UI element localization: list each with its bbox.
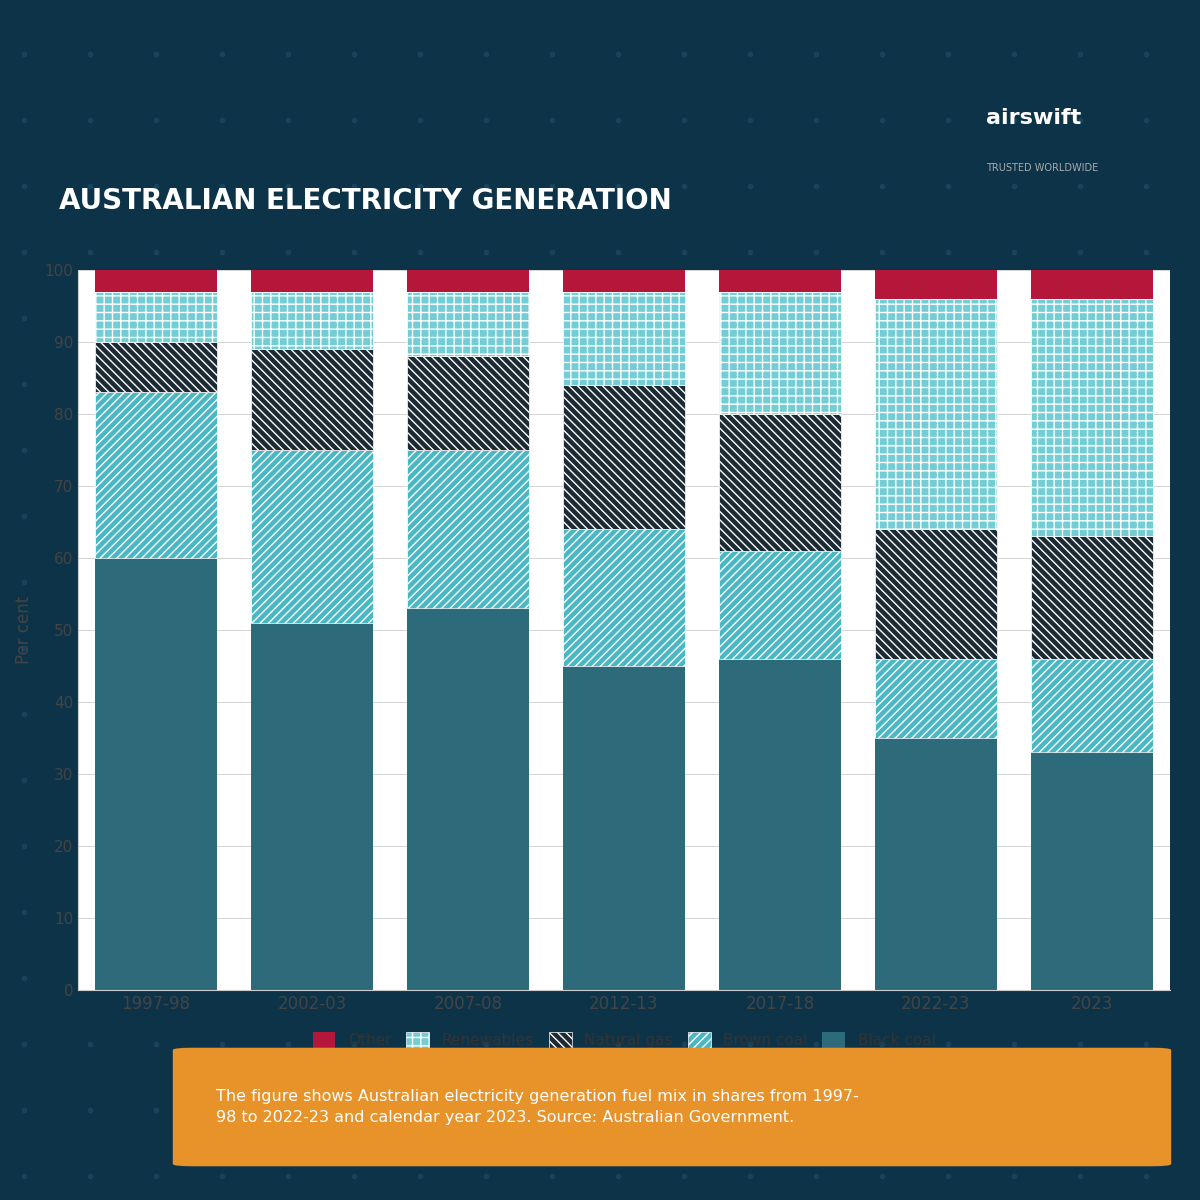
Bar xyxy=(563,385,685,529)
Bar xyxy=(1031,659,1153,752)
Bar xyxy=(875,529,997,659)
Bar xyxy=(719,270,841,292)
Text: TRUSTED WORLDWIDE: TRUSTED WORLDWIDE xyxy=(986,163,1098,173)
Bar xyxy=(875,270,997,299)
Bar xyxy=(1031,299,1153,536)
Legend: Other, Renewables, Natural gas, Brown coal, Black coal: Other, Renewables, Natural gas, Brown co… xyxy=(306,1026,942,1055)
Text: The figure shows Australian electricity generation fuel mix in shares from 1997-: The figure shows Australian electricity … xyxy=(216,1090,859,1126)
Bar xyxy=(563,666,685,990)
Bar xyxy=(251,292,373,349)
Bar xyxy=(407,450,529,608)
Bar xyxy=(1031,752,1153,990)
Bar xyxy=(719,551,841,659)
Bar xyxy=(875,659,997,738)
Bar xyxy=(407,270,529,292)
Bar xyxy=(95,392,217,558)
Bar xyxy=(875,299,997,529)
Bar xyxy=(407,292,529,356)
Y-axis label: Per cent: Per cent xyxy=(16,596,34,664)
Bar xyxy=(251,349,373,450)
Bar xyxy=(1031,536,1153,659)
Bar xyxy=(95,342,217,392)
Bar xyxy=(251,270,373,292)
Bar xyxy=(719,659,841,990)
Bar xyxy=(719,414,841,551)
Bar xyxy=(719,292,841,414)
Bar xyxy=(407,608,529,990)
Text: AUSTRALIAN ELECTRICITY GENERATION: AUSTRALIAN ELECTRICITY GENERATION xyxy=(59,187,672,215)
FancyBboxPatch shape xyxy=(173,1048,1171,1166)
Text: airswift: airswift xyxy=(986,108,1081,127)
Bar xyxy=(875,738,997,990)
Bar xyxy=(563,529,685,666)
Bar xyxy=(95,270,217,292)
Bar xyxy=(251,450,373,623)
Bar xyxy=(407,356,529,450)
Bar xyxy=(95,292,217,342)
Bar xyxy=(563,292,685,385)
Bar xyxy=(563,270,685,292)
Bar xyxy=(251,623,373,990)
Bar xyxy=(1031,270,1153,299)
Bar xyxy=(95,558,217,990)
